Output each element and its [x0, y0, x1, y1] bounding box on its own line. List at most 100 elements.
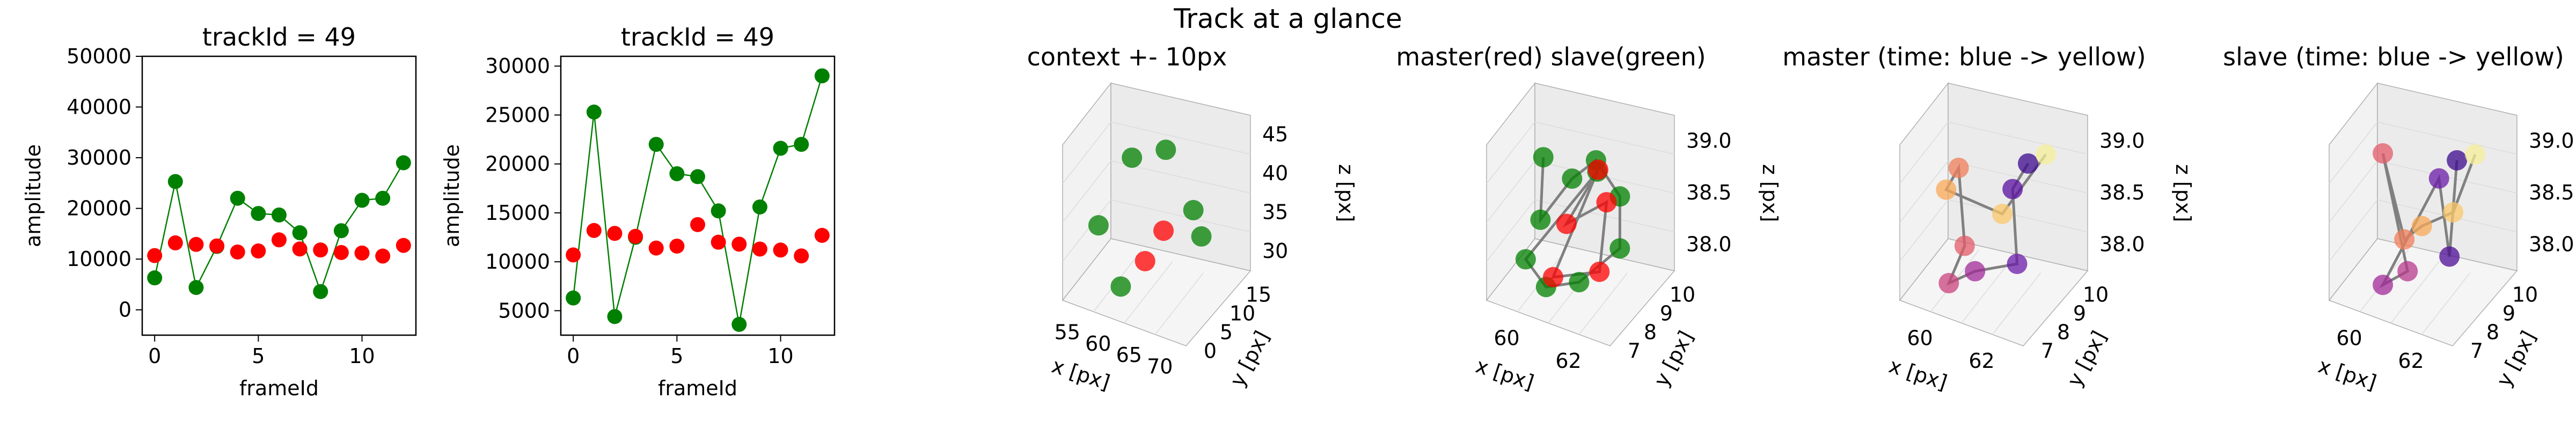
data-point [292, 225, 308, 241]
data-point [752, 199, 767, 214]
z-tick-label: 38.5 [2529, 181, 2574, 204]
x-tick-label: 10 [767, 344, 793, 368]
data-point [188, 280, 204, 295]
y-tick-label: 8 [2486, 321, 2499, 344]
data-point [1110, 276, 1131, 297]
data-point [794, 137, 809, 152]
data-point [230, 190, 245, 206]
y-tick-label: 10 [1230, 302, 1255, 326]
y-axis-label: amplitude [21, 144, 45, 247]
y-tick-label: 30000 [67, 146, 131, 169]
chart-title: context +- 10px [1027, 42, 1227, 71]
data-point [1936, 179, 1957, 200]
data-point [2018, 153, 2039, 174]
data-point [1587, 159, 1608, 180]
z-tick-label: 35 [1262, 200, 1288, 224]
series-2 [147, 232, 411, 264]
y-axis-label: amplitude [440, 144, 464, 247]
data-point [1948, 158, 1969, 179]
y-tick-label: 0 [1204, 339, 1217, 363]
x-tick-label: 5 [670, 344, 683, 368]
data-point [375, 190, 391, 206]
grid-line [1486, 160, 1535, 223]
x-tick-label: 60 [1494, 326, 1519, 350]
x-axis-label: frameId [658, 376, 737, 400]
y-tick-label: 8 [1644, 321, 1657, 344]
line-chart-1: trackId = 49 0 5 10 0 10000 20000 30000 40000 500… [21, 23, 417, 400]
y-tick-label: 25000 [485, 103, 550, 127]
data-point [794, 248, 809, 264]
data-point [814, 227, 830, 243]
chart-title: master (time: blue -> yellow) [1782, 42, 2146, 71]
data-point [2373, 275, 2394, 295]
z-tick-label: 39.0 [1686, 129, 1732, 152]
data-point [251, 243, 266, 259]
chart-title: trackId = 49 [202, 23, 356, 51]
data-point [313, 242, 328, 258]
grid-line [1899, 199, 1949, 262]
z-tick-label: 38.0 [1686, 233, 1732, 256]
data-point [669, 238, 685, 254]
data-point [1562, 168, 1583, 189]
data-point [1938, 273, 1959, 294]
data-point [669, 166, 685, 181]
x-tick-label: 62 [1968, 349, 1994, 373]
data-point [1609, 238, 1630, 259]
data-point [2036, 144, 2056, 165]
data-point [2394, 229, 2415, 250]
data-point [711, 203, 726, 219]
data-point [2439, 246, 2460, 267]
data-point [1183, 199, 1204, 220]
data-point [354, 193, 370, 208]
grid-line [1110, 199, 1251, 233]
data-point [628, 228, 643, 244]
z-tick-label: 30 [1262, 239, 1288, 263]
x-axis-label: x [px] [1886, 354, 1950, 395]
data-point [272, 232, 287, 248]
data-point [230, 244, 245, 260]
data-point [188, 236, 204, 252]
grid-line [1062, 160, 1111, 223]
y-tick-label: 9 [1660, 302, 1673, 326]
data-point [375, 248, 391, 264]
trajectory-line [1944, 153, 2047, 286]
data-point [2411, 216, 2432, 236]
data-point [147, 248, 163, 263]
y-tick-label: 50000 [67, 45, 131, 68]
y-tick-label: 10 [2512, 283, 2538, 307]
data-point [147, 270, 163, 286]
grid-line [1899, 122, 1949, 184]
grid-line [2329, 160, 2378, 223]
grid-line [1578, 272, 1628, 335]
x-tick-label: 5 [252, 344, 265, 368]
x-tick-label: 62 [2398, 349, 2424, 373]
data-point [2443, 202, 2464, 223]
data-point [2007, 254, 2028, 275]
data-point [396, 155, 411, 171]
grid-line [1948, 160, 2088, 194]
data-point [731, 316, 747, 332]
data-point [167, 174, 183, 189]
grid-line [1961, 261, 2010, 323]
x-tick-label: 62 [1555, 349, 1581, 373]
data-point [731, 236, 747, 252]
grid-line [1534, 121, 1675, 155]
data-point [1088, 215, 1109, 236]
data-point [292, 241, 308, 257]
data-point [1992, 203, 2012, 224]
data-point [586, 223, 602, 238]
data-point [711, 234, 726, 250]
data-point [2428, 168, 2449, 189]
x-tick-label: 0 [567, 344, 580, 368]
z-axis-label: z [px] [1758, 164, 1782, 222]
grid-line [2421, 272, 2471, 335]
x-axis-label: x [px] [2316, 354, 2380, 395]
y-tick-label: 30000 [485, 54, 550, 78]
grid-line [1110, 121, 1251, 155]
z-tick-label: 38.5 [1686, 181, 1732, 204]
y-tick-label: 20000 [485, 152, 550, 176]
y-tick-label: 5 [1220, 321, 1233, 344]
